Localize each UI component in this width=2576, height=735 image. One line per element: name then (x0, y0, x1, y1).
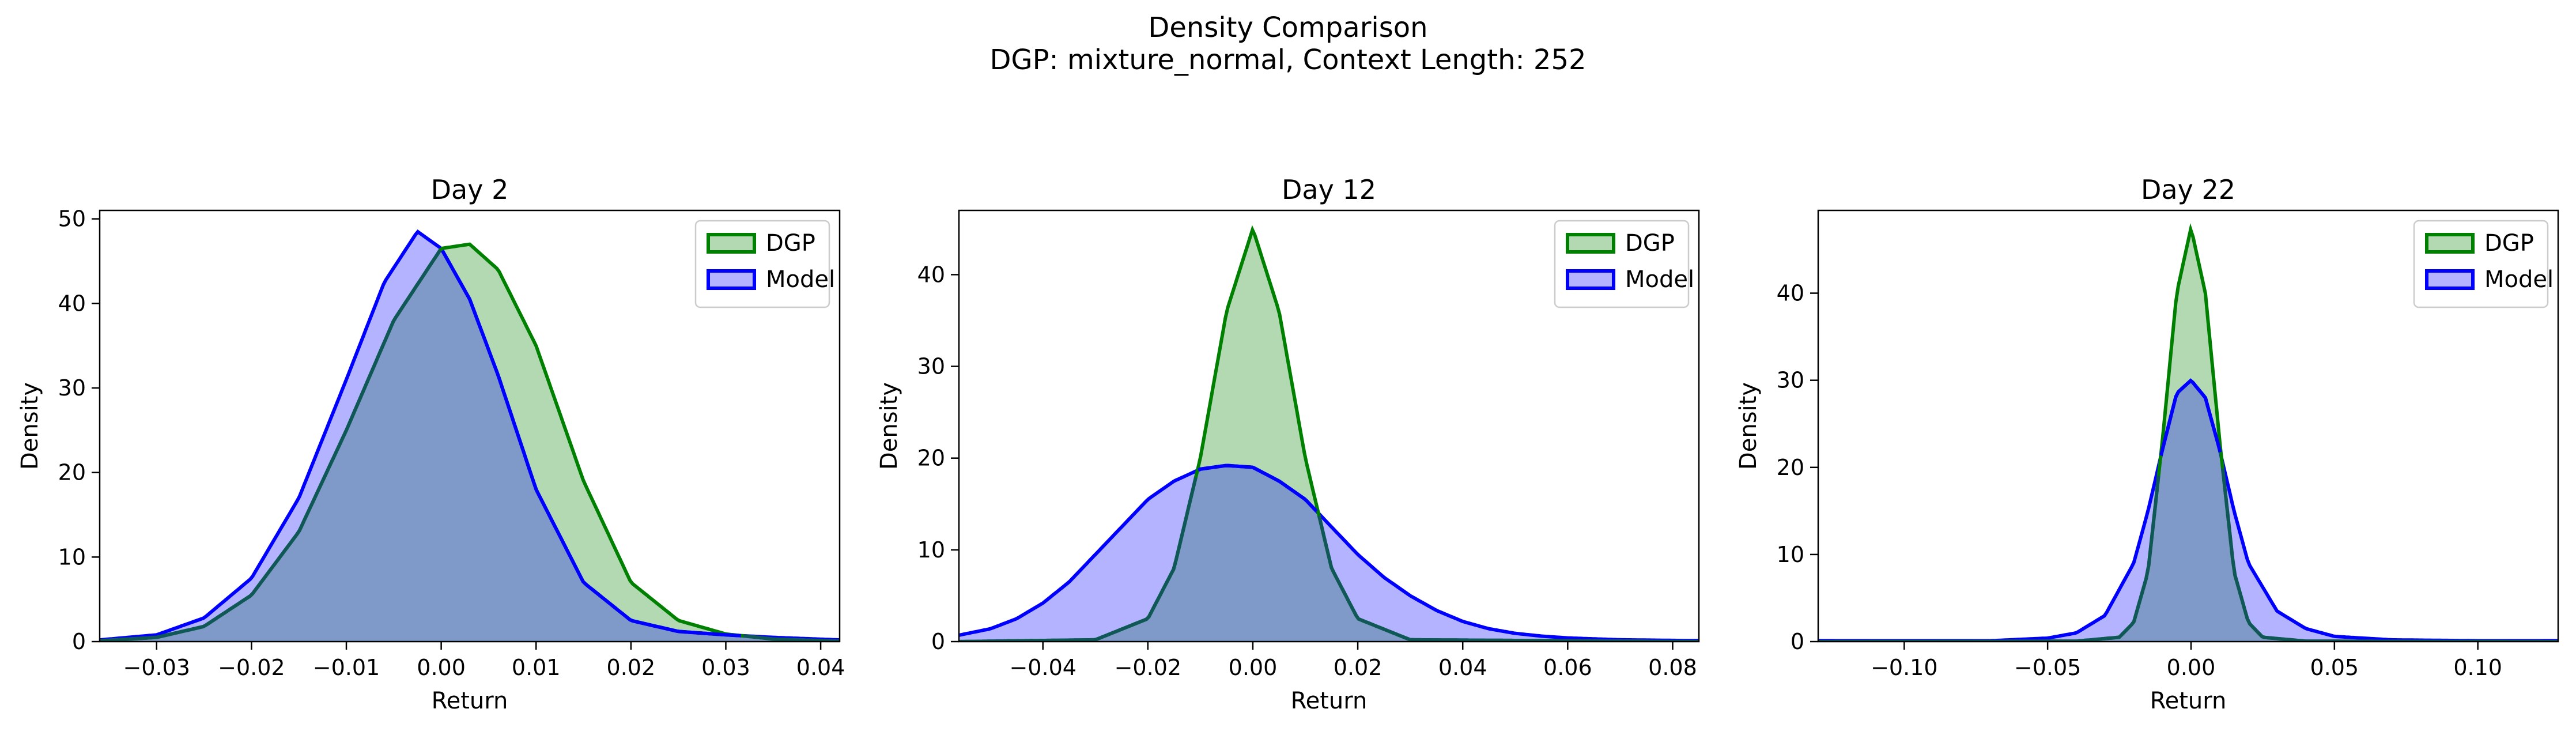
x-tick-label: 0.00 (1229, 655, 1278, 680)
chart-panel-3: −0.10 −0.05 0.00 0.05 0.10 0 10 20 30 40 Day 22 Ret… (1735, 174, 2559, 714)
panel-title: Day 2 (431, 174, 509, 205)
overlap-fill-area (959, 465, 1699, 642)
x-tick-label: −0.01 (313, 655, 380, 680)
x-tick-label: 0.04 (796, 655, 845, 680)
legend: DGP Model (2413, 220, 2554, 308)
legend-label-dgp: DGP (766, 230, 815, 257)
x-tick-label: −0.05 (2014, 655, 2081, 680)
y-tick-label: 10 (917, 537, 945, 563)
axes-frame (958, 209, 1700, 643)
y-tick-label: 30 (917, 354, 945, 379)
model-density-line (959, 463, 1699, 642)
legend-label-dgp: DGP (1625, 230, 1675, 257)
x-tick-label: −0.02 (1115, 655, 1181, 680)
legend-swatch-model (2425, 269, 2475, 290)
y-tick-label: 40 (1777, 281, 1804, 306)
y-tick-label: 30 (58, 375, 86, 401)
legend-swatch-dgp (1566, 233, 1615, 254)
legend: DGP Model (1554, 220, 1694, 308)
x-tick-label: 0.01 (512, 655, 561, 680)
x-tick-label: 0.05 (2310, 655, 2359, 680)
y-tick-label: 0 (931, 629, 945, 654)
y-tick-label: 20 (1777, 455, 1804, 480)
y-tick-label: 0 (72, 629, 86, 654)
x-axis-label: Return (2150, 688, 2227, 714)
model-density-line-overlap (441, 250, 742, 638)
axes-frame (99, 209, 841, 643)
plot-area (100, 229, 840, 642)
x-tick-label: −0.02 (218, 655, 285, 680)
y-axis-label: Density (17, 382, 43, 470)
model-density-line-overlap (1198, 463, 1318, 512)
y-tick-label: 10 (58, 544, 86, 570)
y-tick-label: 30 (1777, 368, 1804, 393)
x-tick-label: 0.02 (607, 655, 656, 680)
y-tick-label: 10 (1777, 542, 1804, 567)
figure-subtitle: DGP: mixture_normal, Context Length: 252 (989, 44, 1587, 76)
legend-swatch-dgp (707, 233, 756, 254)
x-tick-label: 0.03 (701, 655, 750, 680)
model-density-line-overlap (2159, 378, 2222, 457)
legend-swatch-dgp (2425, 233, 2475, 254)
y-tick-label: 40 (58, 291, 86, 316)
overlap-fill-area (1818, 380, 2558, 642)
overlap-fill-area (100, 250, 840, 642)
chart-panel-1: −0.03 −0.02 −0.01 0.00 0.01 0.02 0.03 0.04 0 10 20… (17, 174, 845, 714)
x-tick-label: −0.10 (1871, 655, 1937, 680)
x-tick-label: −0.04 (1009, 655, 1076, 680)
legend-swatch-model (1566, 269, 1615, 290)
x-tick-label: 0.10 (2453, 655, 2502, 680)
legend: DGP Model (694, 220, 835, 308)
y-tick-label: 40 (917, 262, 945, 287)
x-tick-label: 0.04 (1438, 655, 1487, 680)
plot-area (959, 225, 1699, 642)
x-axis-label: Return (1291, 688, 1368, 714)
legend-label-model: Model (766, 266, 835, 293)
x-tick-label: −0.03 (123, 655, 190, 680)
x-tick-label: 0.00 (417, 655, 466, 680)
y-tick-label: 0 (1791, 629, 1804, 654)
y-axis-label: Density (876, 382, 902, 470)
dgp-density-line-overlap (100, 249, 840, 642)
panel-title: Day 12 (1282, 174, 1376, 205)
y-axis-label: Density (1735, 382, 1762, 470)
legend-label-model: Model (1625, 266, 1694, 293)
y-tick-label: 20 (58, 460, 86, 485)
axes-frame (1817, 209, 2559, 643)
x-tick-label: 0.06 (1543, 655, 1592, 680)
legend-label-model: Model (2484, 266, 2554, 293)
x-axis-label: Return (432, 688, 508, 714)
y-tick-label: 20 (917, 446, 945, 471)
x-tick-label: 0.02 (1334, 655, 1383, 680)
y-tick-label: 50 (58, 206, 86, 232)
panel-title: Day 22 (2141, 174, 2235, 205)
legend-swatch-model (707, 269, 756, 290)
x-tick-label: 0.08 (1648, 655, 1697, 680)
figure-title: Density Comparison (1148, 12, 1428, 44)
x-tick-label: 0.00 (2167, 655, 2216, 680)
legend-label-dgp: DGP (2484, 230, 2534, 257)
chart-panel-2: −0.04 −0.02 0.00 0.02 0.04 0.06 0.08 0 10 20 30 40 D… (876, 174, 1700, 714)
